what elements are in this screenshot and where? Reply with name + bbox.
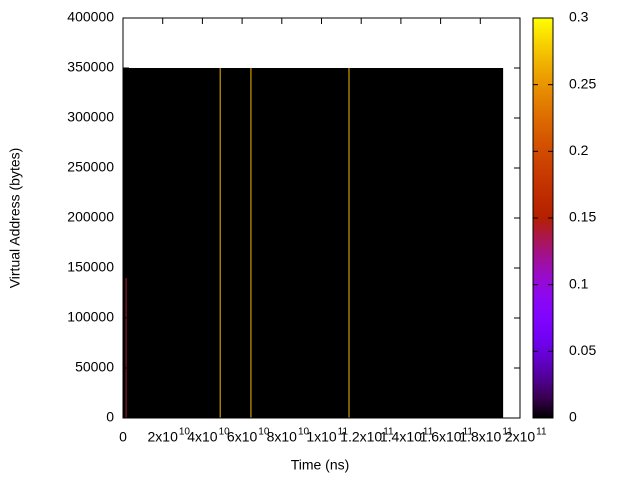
x-tick-label: 1.2x10 xyxy=(340,429,382,445)
x-tick-exponent: 10 xyxy=(258,427,270,438)
colorbar-tick-label: 0.15 xyxy=(569,209,596,225)
heatmap-cell xyxy=(125,278,127,418)
x-tick-exponent: 11 xyxy=(423,427,434,438)
heatmap-cell xyxy=(250,68,252,418)
y-tick-label: 50000 xyxy=(75,359,114,375)
y-tick-label: 250000 xyxy=(67,159,114,175)
x-tick-label: 1.4x10 xyxy=(380,429,422,445)
y-tick-label: 400000 xyxy=(67,9,114,25)
y-tick-label: 350000 xyxy=(67,59,114,75)
heatmap-cell xyxy=(123,68,504,418)
x-tick-label: 2x10 xyxy=(148,429,179,445)
colorbar-tick-label: 0.2 xyxy=(569,142,589,158)
x-tick-label: 6x10 xyxy=(227,429,258,445)
x-tick-label: 1.6x10 xyxy=(420,429,462,445)
x-tick-exponent: 11 xyxy=(536,427,547,438)
colorbar-tick-label: 0.05 xyxy=(569,342,596,358)
y-tick-label: 200000 xyxy=(67,209,114,225)
x-tick-label: 2x10 xyxy=(505,429,536,445)
x-tick-label: 0 xyxy=(119,429,127,445)
colorbar-tick-label: 0.1 xyxy=(569,275,589,291)
x-tick-exponent: 11 xyxy=(383,427,394,438)
y-axis-label: Virtual Address (bytes) xyxy=(7,148,23,289)
x-tick-label: 4x10 xyxy=(187,429,218,445)
x-tick-exponent: 11 xyxy=(502,427,513,438)
heatmap-cell xyxy=(348,68,350,418)
x-axis-label: Time (ns) xyxy=(291,457,350,473)
colorbar-tick-label: 0.3 xyxy=(569,9,589,25)
y-tick-label: 100000 xyxy=(67,309,114,325)
x-tick-label: 8x10 xyxy=(267,429,298,445)
x-tick-exponent: 10 xyxy=(298,427,310,438)
heatmap-cell xyxy=(219,68,221,418)
x-tick-label: 1.8x10 xyxy=(459,429,501,445)
x-tick-exponent: 10 xyxy=(179,427,191,438)
x-tick-exponent: 11 xyxy=(338,427,349,438)
x-tick-exponent: 10 xyxy=(219,427,231,438)
x-tick-label: 1x10 xyxy=(306,429,337,445)
colorbar-tick-label: 0 xyxy=(569,409,577,425)
y-tick-label: 300000 xyxy=(67,109,114,125)
y-tick-label: 0 xyxy=(106,409,114,425)
y-tick-label: 150000 xyxy=(67,259,114,275)
x-tick-exponent: 11 xyxy=(463,427,474,438)
colorbar-tick-label: 0.25 xyxy=(569,75,596,91)
